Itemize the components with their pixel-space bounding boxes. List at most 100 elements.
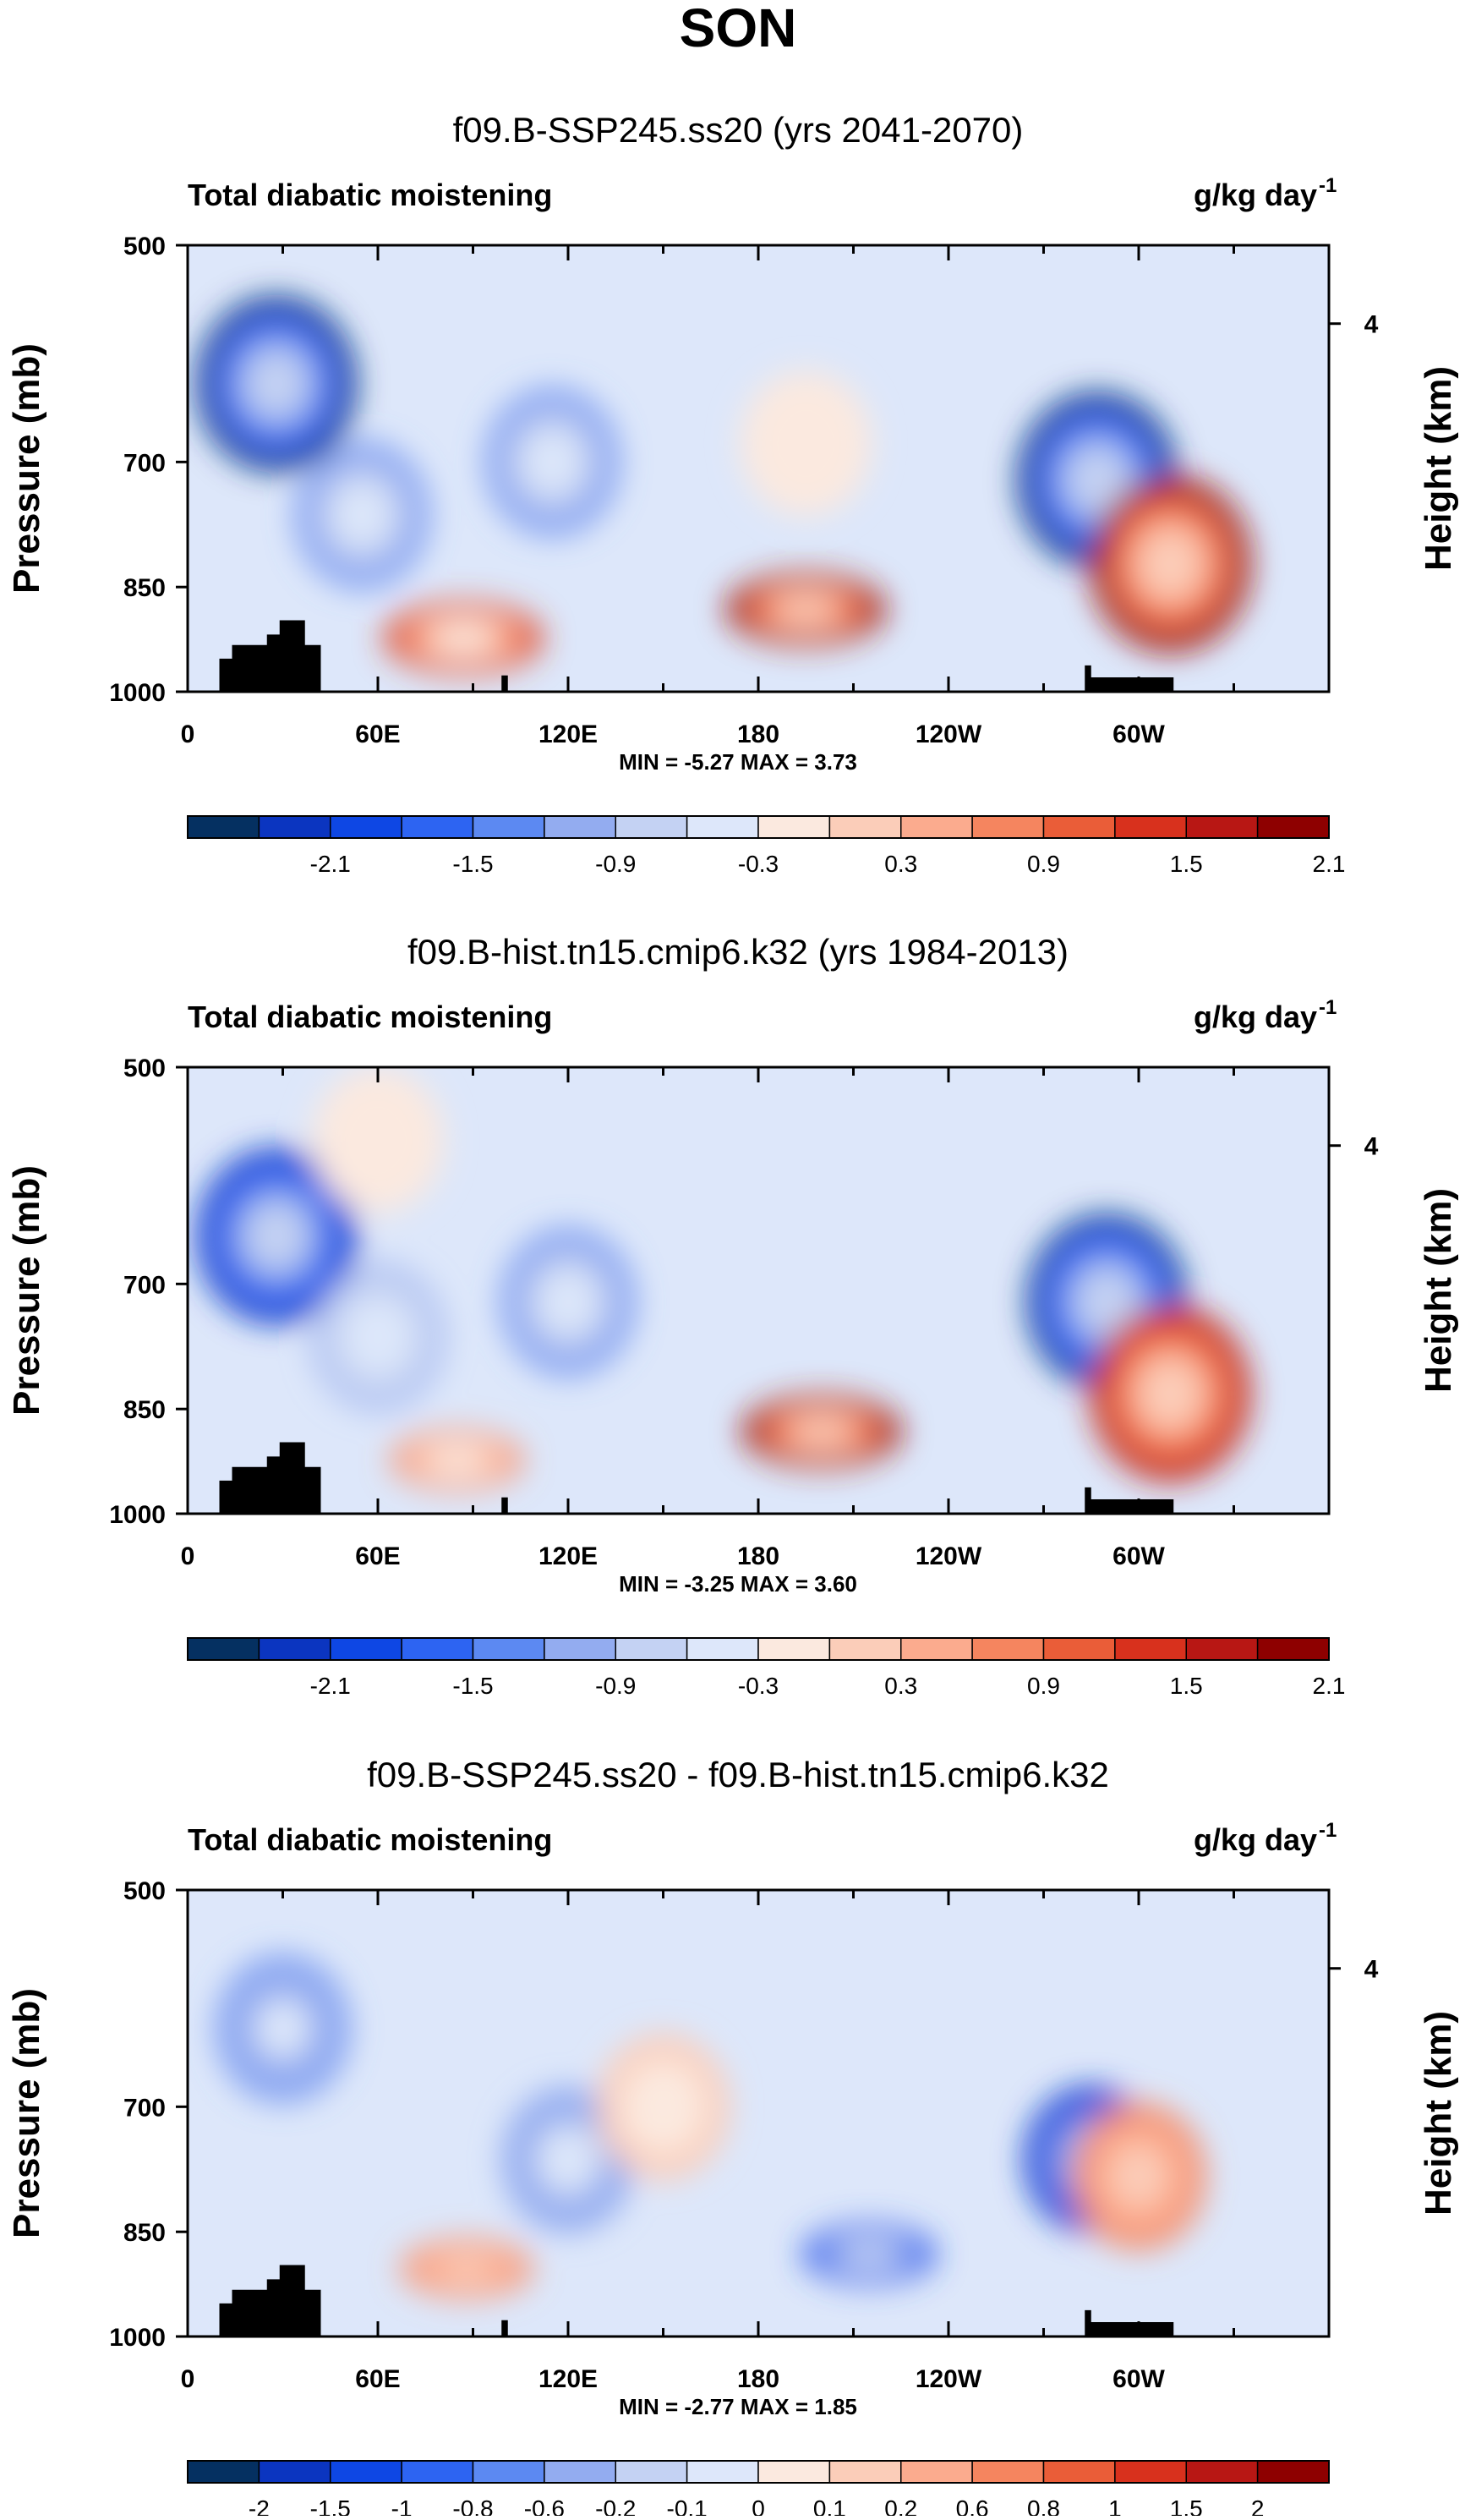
- colorbar-swatch: [1185, 2460, 1259, 2484]
- units-exponent: -1: [1319, 174, 1337, 197]
- colorbar-swatch: [187, 2460, 260, 2484]
- colorbar-label: 1.5: [1170, 2495, 1203, 2516]
- x-tick-label: 60W: [1112, 2365, 1165, 2393]
- data-cell: [540, 1271, 596, 1334]
- colorbar-swatch: [615, 815, 688, 839]
- terrain-mask: [501, 1497, 508, 1514]
- x-tick-label: 60E: [355, 1542, 400, 1570]
- data-cell: [429, 1447, 485, 1473]
- chart-panel-2: f09.B-hist.tn15.cmip6.k32 (yrs 1984-2013…: [6, 932, 1459, 1699]
- plot-area: [188, 1890, 1329, 2336]
- colorbar-swatch: [1114, 815, 1187, 839]
- chart-panel-1: f09.B-SSP245.ss20 (yrs 2041-2070) Total d…: [6, 110, 1459, 877]
- data-field: [216, 1956, 1205, 2298]
- colorbar-label: -0.3: [738, 1673, 779, 1699]
- colorbar-swatch: [1256, 2460, 1330, 2484]
- y2-axis-title: Height (km): [1418, 1188, 1459, 1393]
- colorbar-label: 0.6: [956, 2495, 989, 2516]
- colorbar-swatch: [1185, 1637, 1259, 1661]
- colorbar-label: 0.3: [884, 1673, 917, 1699]
- colorbar-label: -0.9: [595, 1673, 636, 1699]
- colorbar-swatch: [1042, 1637, 1116, 1661]
- colorbar-label: 0: [752, 2495, 765, 2516]
- data-cell: [778, 412, 834, 474]
- data-cell: [775, 595, 836, 623]
- colorbar-swatch: [544, 815, 616, 839]
- data-cell: [1111, 2145, 1167, 2208]
- colorbar-label: 2.1: [1313, 851, 1346, 877]
- data-cell: [254, 1997, 311, 2060]
- chart-panel-3: f09.B-SSP245.ss20 - f09.B-hist.tn15.cmip…: [6, 1755, 1459, 2520]
- data-cell: [540, 2128, 596, 2191]
- colorbar-swatch: [1185, 815, 1259, 839]
- data-cell: [791, 1417, 852, 1445]
- colorbar-swatch: [330, 2460, 402, 2484]
- y-tick-label: 700: [123, 2094, 166, 2122]
- y-tick-label: 500: [123, 1055, 166, 1082]
- colorbar-swatch: [971, 2460, 1045, 2484]
- x-tick-label: 180: [737, 720, 779, 748]
- y-tick-label: 500: [123, 233, 166, 260]
- colorbar-label: -2.1: [310, 851, 351, 877]
- colorbar-label: 0.9: [1027, 851, 1060, 877]
- colorbar-label: 2.1: [1313, 1673, 1346, 1699]
- panel-title: f09.B-hist.tn15.cmip6.k32 (yrs 1984-2013…: [407, 932, 1069, 972]
- colorbar-frame: [187, 815, 1330, 839]
- colorbar-swatch: [757, 815, 831, 839]
- y2-tick-label: 4: [1364, 1133, 1379, 1161]
- data-cell: [524, 431, 581, 493]
- terrain-mask: [219, 2265, 321, 2336]
- data-cell: [350, 1109, 406, 1171]
- colorbar-label: -1.5: [452, 1673, 493, 1699]
- colorbar-swatch: [900, 1637, 973, 1661]
- colorbar-label: 0.8: [1027, 2495, 1060, 2516]
- x-tick-label: 120E: [538, 720, 598, 748]
- terrain-mask: [1085, 2309, 1174, 2336]
- colorbar-swatch: [828, 815, 902, 839]
- data-cell: [635, 2076, 692, 2138]
- data-cell: [334, 484, 391, 546]
- colorbar-swatch: [401, 1637, 474, 1661]
- units-exponent: -1: [1319, 996, 1337, 1019]
- x-tick-label: 0: [181, 720, 195, 748]
- variable-label: Total diabatic moistening: [188, 1822, 552, 1857]
- x-tick-label: 60W: [1112, 720, 1165, 748]
- data-field: [197, 1067, 1249, 1490]
- colorbar-swatch: [187, 1637, 260, 1661]
- colorbar-swatch: [828, 1637, 902, 1661]
- colorbar-label: -0.9: [595, 851, 636, 877]
- colorbar-label: -0.8: [452, 2495, 493, 2516]
- colorbar-swatch: [900, 2460, 973, 2484]
- y-axis-title: Pressure (mb): [6, 1165, 47, 1416]
- colorbar-label: -0.3: [738, 851, 779, 877]
- terrain-mask: [1085, 1487, 1174, 1514]
- colorbar-swatch: [757, 1637, 831, 1661]
- colorbar-label: -2.1: [310, 1673, 351, 1699]
- data-cell: [1067, 446, 1128, 513]
- terrain-mask: [501, 2320, 508, 2336]
- x-tick-label: 120W: [916, 2365, 982, 2393]
- colorbar-swatch: [258, 1637, 331, 1661]
- colorbar-swatch: [686, 815, 759, 839]
- colorbar-label: -0.6: [524, 2495, 565, 2516]
- units-label: g/kg day: [1194, 1822, 1317, 1857]
- y-tick-label: 700: [123, 449, 166, 477]
- data-cell: [246, 350, 307, 417]
- y-tick-label: 850: [123, 2219, 166, 2247]
- colorbar-label: 1.5: [1170, 1673, 1203, 1699]
- colorbar-frame: [187, 2460, 1330, 2484]
- data-cell: [1076, 1268, 1138, 1335]
- x-tick-label: 60E: [355, 2365, 400, 2393]
- y-axis-title: Pressure (mb): [6, 1988, 47, 2238]
- panel-title: f09.B-SSP245.ss20 (yrs 2041-2070): [453, 110, 1024, 150]
- units-label: g/kg day: [1194, 1000, 1317, 1034]
- colorbar-swatch: [401, 2460, 474, 2484]
- colorbar-label: -2: [249, 2495, 270, 2516]
- min-max-stats: MIN = -2.77 MAX = 1.85: [619, 2394, 857, 2419]
- colorbar-swatch: [472, 1637, 545, 1661]
- colorbar-swatch: [686, 1637, 759, 1661]
- colorbar-label: -1.5: [310, 2495, 351, 2516]
- colorbar-label: -1.5: [452, 851, 493, 877]
- colorbar-label: 1.5: [1170, 851, 1203, 877]
- y-tick-label: 850: [123, 574, 166, 602]
